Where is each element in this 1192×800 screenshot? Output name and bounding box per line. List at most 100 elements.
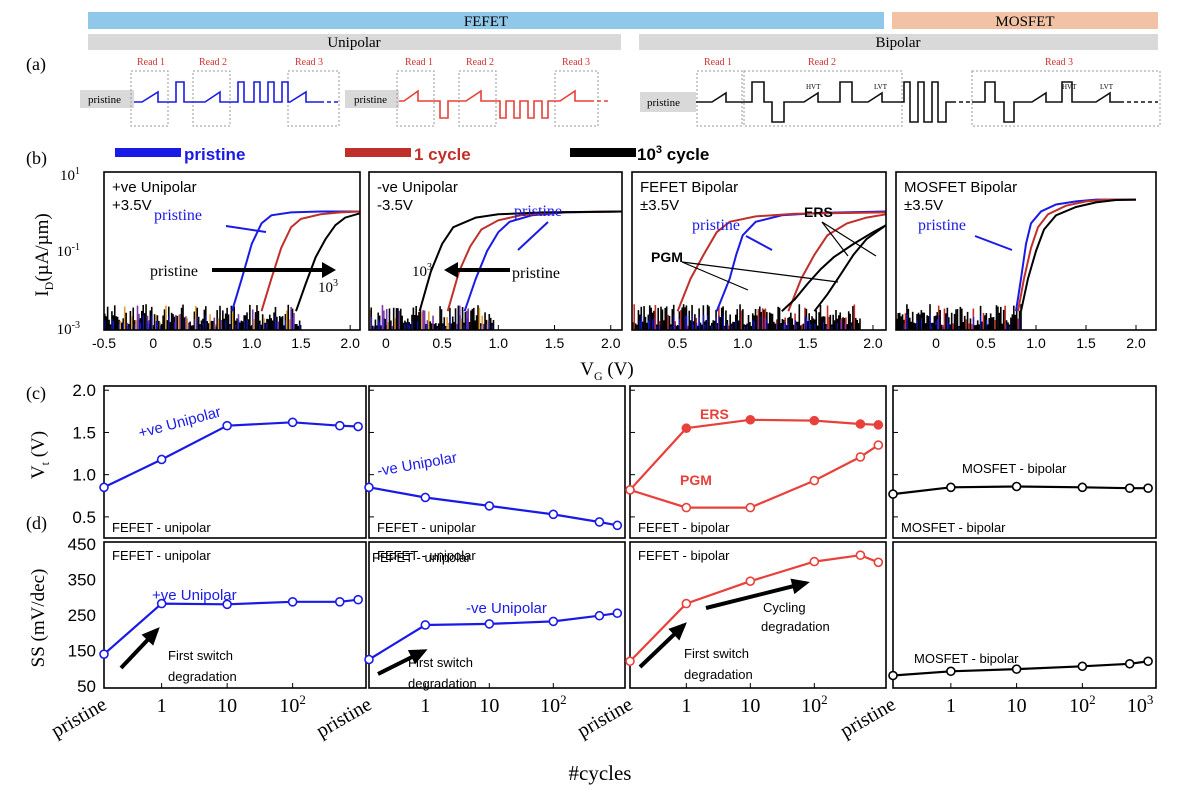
noise-mark (442, 325, 444, 330)
noise-mark (732, 321, 734, 330)
noise-mark (768, 312, 771, 330)
vt-point (745, 414, 756, 425)
vt-point (222, 420, 232, 431)
noise-mark (460, 318, 462, 330)
noise-mark (129, 311, 132, 330)
noise-mark (189, 321, 191, 330)
noise-mark (652, 319, 654, 330)
x-tick-label: 1.5 (545, 335, 565, 351)
noise-mark (831, 326, 833, 330)
noise-mark (833, 320, 836, 330)
noise-mark (711, 325, 713, 330)
x-tick-label: 103 (1127, 692, 1154, 717)
noise-mark (747, 315, 750, 330)
vt-panel-label: FEFET - unipolar (112, 520, 211, 535)
noise-mark (142, 314, 145, 330)
noise-mark (668, 315, 671, 330)
noise-mark (168, 315, 170, 330)
noise-mark (148, 324, 150, 330)
noise-mark (288, 319, 291, 330)
read2-label: Read 2 (808, 57, 836, 68)
noise-mark (283, 325, 285, 330)
x-tick-label: 1.0 (489, 335, 509, 351)
noise-mark (373, 327, 375, 330)
x-tick-label: 0.5 (976, 335, 996, 351)
noise-mark (395, 308, 398, 330)
noise-mark (157, 321, 159, 330)
noise-mark (294, 323, 297, 330)
noise-mark (969, 318, 972, 330)
noise-mark (724, 327, 726, 330)
noise-mark (477, 305, 479, 330)
noise-mark (823, 316, 826, 330)
noise-mark (251, 309, 254, 330)
noise-mark (220, 319, 223, 330)
noise-mark (949, 324, 952, 330)
annotation-arrow-head (141, 627, 160, 646)
noise-mark (774, 323, 777, 330)
ss-point (873, 557, 884, 568)
noise-mark (381, 305, 384, 330)
mosfet-bar (892, 12, 1158, 29)
x-tick-label: 1.0 (242, 335, 262, 351)
noise-mark (418, 311, 420, 330)
noise-mark (794, 320, 796, 330)
noise-mark (451, 316, 454, 330)
ss-panel: FEFET - unipolar pristine 1 10 102 (313, 541, 626, 742)
noise-mark (169, 321, 172, 330)
idvg-panel-subtitle: -3.5V (377, 197, 413, 214)
noise-mark (1002, 309, 1005, 330)
pristine-label: pristine (918, 217, 966, 234)
noise-mark (729, 314, 731, 330)
noise-mark (240, 320, 243, 330)
noise-mark (226, 307, 228, 330)
noise-mark (450, 323, 453, 330)
noise-mark (746, 326, 748, 330)
noise-mark (197, 316, 200, 330)
noise-mark (194, 318, 196, 330)
noise-mark (374, 319, 377, 330)
noise-mark (229, 326, 231, 330)
noise-mark (461, 307, 464, 330)
noise-mark (128, 326, 130, 330)
noise-mark (488, 320, 491, 330)
noise-mark (104, 320, 106, 330)
noise-mark (643, 306, 645, 330)
noise-mark (1020, 304, 1022, 330)
noise-mark (788, 316, 791, 330)
noise-mark (764, 308, 767, 330)
noise-mark (180, 307, 183, 330)
noise-mark (383, 318, 385, 330)
x-tick-label: 1 (681, 695, 691, 717)
y-tick-label: 250 (68, 606, 96, 625)
read1-label: Read 1 (405, 57, 433, 68)
vt-point (548, 509, 559, 520)
noise-mark (140, 310, 143, 330)
noise-mark (790, 312, 792, 330)
noise-mark (670, 326, 672, 330)
noise-mark (636, 324, 638, 330)
noise-mark (959, 306, 962, 330)
pgm-label: PGM (651, 249, 683, 265)
idvg-panels: +ve Unipolar+3.5V-0.5 0 0.5 1.0 1.5 2.0-ve Un… (57, 166, 1157, 351)
noise-mark (175, 315, 177, 330)
y-tick-label: 0.5 (72, 508, 96, 527)
noise-mark (945, 313, 947, 330)
read3-label: Read 3 (1045, 57, 1073, 68)
noise-mark (1015, 305, 1018, 330)
vt-point (156, 454, 167, 465)
idvg-xlabel: VG (V) (580, 359, 634, 383)
noise-mark (901, 314, 904, 330)
noise-mark (202, 323, 204, 330)
noise-mark (123, 306, 126, 330)
noise-mark (277, 321, 280, 330)
vt-annotation: ERS (700, 406, 729, 422)
noise-mark (1009, 326, 1011, 330)
noise-mark (430, 323, 433, 330)
noise-mark (446, 317, 448, 330)
noise-mark (792, 324, 795, 330)
read1-label: Read 1 (137, 57, 165, 68)
noise-mark (770, 313, 772, 330)
bipolar-bar-label: Bipolar (876, 35, 921, 51)
noise-mark (192, 325, 194, 330)
